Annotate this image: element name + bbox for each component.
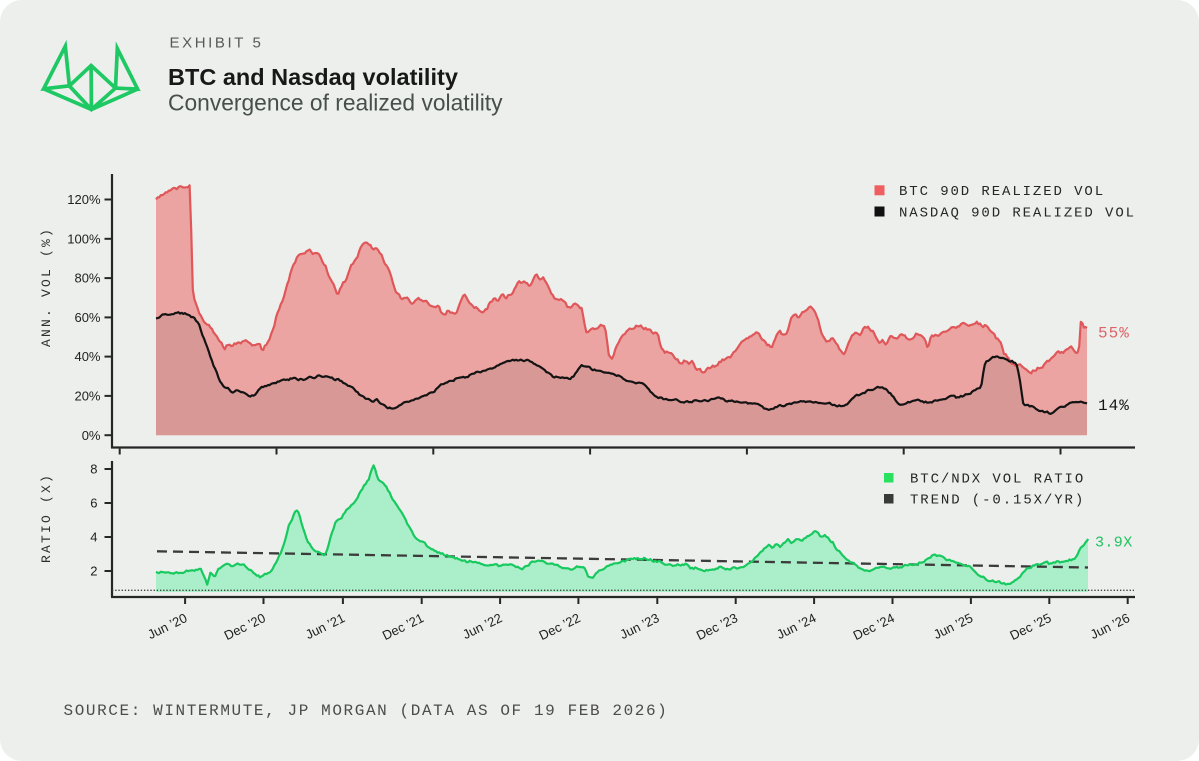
svg-text:TREND (-0.15X/YR): TREND (-0.15X/YR) bbox=[910, 493, 1085, 509]
svg-text:ANN. VOL (%): ANN. VOL (%) bbox=[39, 227, 54, 347]
svg-text:Convergence of realized volati: Convergence of realized volatility bbox=[168, 90, 503, 116]
svg-text:3.9X: 3.9X bbox=[1095, 535, 1133, 552]
svg-text:SOURCE: WINTERMUTE, JP MORGAN: SOURCE: WINTERMUTE, JP MORGAN (DATA AS O… bbox=[64, 702, 669, 720]
svg-text:20%: 20% bbox=[74, 389, 100, 404]
svg-text:14%: 14% bbox=[1098, 397, 1130, 415]
svg-text:55%: 55% bbox=[1098, 325, 1130, 343]
svg-text:2: 2 bbox=[90, 564, 97, 579]
svg-text:6: 6 bbox=[90, 496, 97, 511]
svg-text:60%: 60% bbox=[74, 310, 100, 325]
svg-text:BTC 90D REALIZED VOL: BTC 90D REALIZED VOL bbox=[899, 184, 1105, 200]
svg-text:BTC and Nasdaq volatility: BTC and Nasdaq volatility bbox=[168, 64, 458, 90]
svg-text:4: 4 bbox=[90, 530, 97, 545]
svg-text:120%: 120% bbox=[67, 192, 101, 207]
svg-text:BTC/NDX VOL RATIO: BTC/NDX VOL RATIO bbox=[910, 472, 1085, 488]
svg-text:0%: 0% bbox=[82, 428, 101, 443]
svg-text:EXHIBIT 5: EXHIBIT 5 bbox=[170, 35, 264, 52]
svg-text:8: 8 bbox=[90, 462, 97, 477]
svg-text:80%: 80% bbox=[74, 271, 100, 286]
svg-text:40%: 40% bbox=[74, 349, 100, 364]
svg-text:NASDAQ 90D REALIZED VOL: NASDAQ 90D REALIZED VOL bbox=[899, 205, 1136, 221]
svg-text:RATIO (X): RATIO (X) bbox=[39, 473, 54, 563]
svg-text:100%: 100% bbox=[67, 231, 101, 246]
